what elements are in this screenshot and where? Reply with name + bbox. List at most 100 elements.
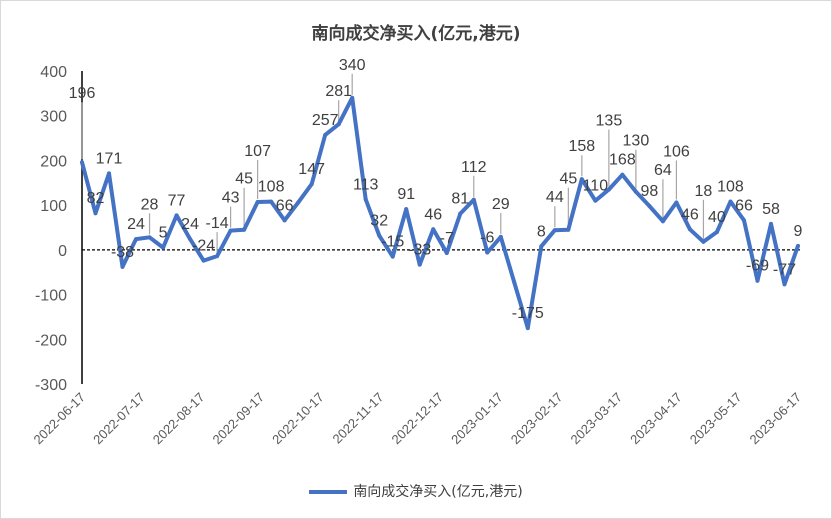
x-tick-label: 2022-12-17 [388,390,446,448]
x-tick-label: 2022-09-17 [209,390,267,448]
data-label: 98 [640,183,658,200]
data-label: 64 [654,162,672,179]
data-label: -38 [111,244,134,261]
data-point [390,254,395,259]
y-tick-label: 100 [40,198,67,215]
data-label: 106 [663,143,690,160]
data-point [755,278,760,283]
data-point [323,132,328,137]
data-point [161,245,166,250]
data-point [552,228,557,233]
data-label: 18 [695,183,713,200]
data-point [714,229,719,234]
data-point [796,243,800,248]
data-label: -14 [206,215,229,232]
data-point [201,258,206,263]
data-point [633,189,638,194]
x-tick-label: 2022-08-17 [150,390,208,448]
data-point [336,122,341,127]
y-tick-label: 300 [40,109,67,126]
data-label: 340 [339,57,366,74]
data-point [417,262,422,267]
data-label: 196 [69,85,96,102]
y-tick-label: 400 [40,64,67,81]
data-label: -24 [192,238,215,255]
data-point [768,221,773,226]
data-point [377,233,382,238]
data-label: 130 [623,133,650,150]
data-label: -175 [512,305,544,322]
data-point [728,199,733,204]
data-point [350,95,355,100]
data-label: 46 [424,206,442,223]
data-label: 66 [735,197,753,214]
data-point [782,282,787,287]
data-point [269,199,274,204]
data-label: 82 [87,190,105,207]
data-label: 257 [312,112,339,129]
y-tick-label: -200 [35,332,67,349]
data-label: 168 [609,152,636,169]
data-label: 44 [546,189,564,206]
data-label: 147 [298,161,325,178]
data-label: 58 [762,201,780,218]
data-label: 158 [568,138,595,155]
x-tick-label: 2023-06-17 [746,390,804,448]
data-label: 81 [451,191,469,208]
data-point [255,200,260,205]
data-label: 46 [681,206,699,223]
data-label: 281 [325,83,352,100]
data-label: 91 [397,186,415,203]
data-point [485,250,490,255]
data-point [687,227,692,232]
data-point [701,239,706,244]
data-point [228,228,233,233]
data-point [363,197,368,202]
data-point [606,187,611,192]
data-point [174,213,179,218]
data-point [134,237,139,242]
data-label: 24 [181,216,199,233]
data-point [282,218,287,223]
legend-label: 南向成交净买入(亿元,港元) [353,484,523,500]
data-label: 45 [559,171,577,188]
x-tick-label: 2022-06-17 [30,390,88,448]
data-point [188,237,193,242]
data-point [431,227,436,232]
x-tick-label: 2022-10-17 [269,390,327,448]
data-label: 40 [708,209,726,226]
chart-title: 南向成交净买入(亿元,港元) [311,24,521,44]
x-tick-label: 2022-07-17 [90,390,148,448]
data-point [93,211,98,216]
x-tick-label: 2023-01-17 [448,390,506,448]
data-point [242,227,247,232]
data-label: 24 [127,216,145,233]
data-point [404,207,409,212]
data-label: 9 [794,223,803,240]
data-label: 43 [222,190,240,207]
y-tick-label: -300 [35,377,67,394]
legend-line-swatch [309,490,348,494]
data-point [120,264,125,269]
data-label: 45 [235,171,253,188]
y-tick-label: 0 [58,243,67,260]
data-point [80,160,84,165]
data-point [674,200,679,205]
x-tick-label: 2023-04-17 [627,390,685,448]
x-tick-label: 2023-02-17 [508,390,566,448]
data-point [525,326,530,331]
data-point [566,227,571,232]
x-tick-label: 2023-05-17 [687,390,745,448]
data-label: 112 [461,159,487,176]
data-point [309,182,314,187]
data-point [215,254,220,259]
series-line [80,95,800,331]
data-point [741,218,746,223]
data-point [579,177,584,182]
data-label: 108 [258,179,285,196]
data-label: -69 [746,258,769,275]
data-point [660,219,665,224]
data-label: 107 [244,143,271,160]
